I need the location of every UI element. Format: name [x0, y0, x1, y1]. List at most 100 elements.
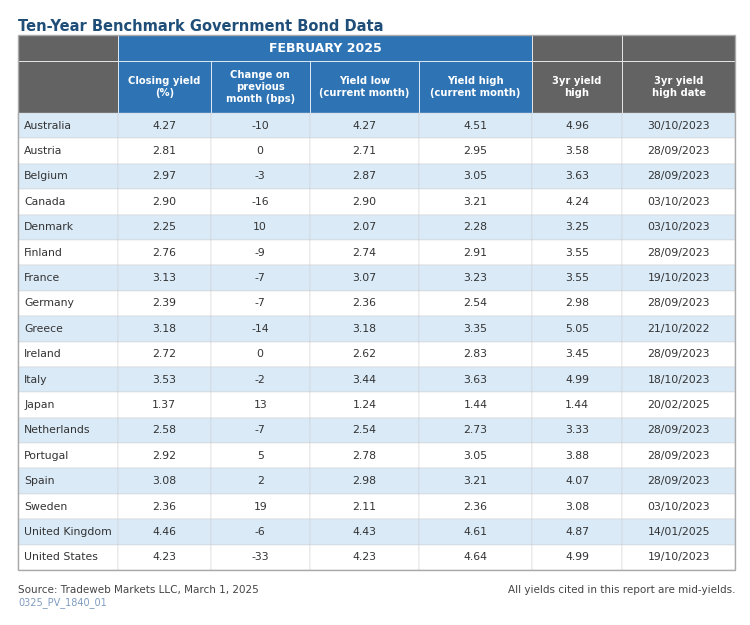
- Bar: [211, 418, 310, 443]
- Bar: [622, 544, 735, 570]
- Text: 3.07: 3.07: [352, 273, 376, 283]
- Bar: [419, 266, 532, 291]
- Text: 4.27: 4.27: [152, 121, 176, 131]
- Bar: [532, 418, 622, 443]
- Bar: [118, 266, 211, 291]
- Text: 4.64: 4.64: [464, 552, 488, 562]
- Text: 03/10/2023: 03/10/2023: [647, 501, 710, 511]
- Text: 14/01/2025: 14/01/2025: [647, 527, 710, 537]
- Text: 1.44: 1.44: [565, 400, 589, 410]
- Bar: [622, 240, 735, 266]
- Bar: [18, 418, 118, 443]
- Bar: [419, 316, 532, 341]
- Text: 2.95: 2.95: [464, 146, 488, 156]
- Bar: [118, 316, 211, 341]
- Text: -2: -2: [255, 374, 266, 384]
- Bar: [211, 138, 310, 164]
- Text: 4.46: 4.46: [152, 527, 176, 537]
- Text: 28/09/2023: 28/09/2023: [647, 349, 710, 359]
- Bar: [118, 494, 211, 519]
- Text: Australia: Australia: [24, 121, 72, 131]
- Text: Austria: Austria: [24, 146, 62, 156]
- Text: 3.63: 3.63: [464, 374, 488, 384]
- Text: 4.61: 4.61: [464, 527, 488, 537]
- Text: 2.25: 2.25: [152, 222, 176, 232]
- Text: Netherlands: Netherlands: [24, 426, 91, 436]
- Bar: [211, 316, 310, 341]
- Bar: [310, 291, 419, 316]
- Bar: [18, 266, 118, 291]
- Text: 3yr yield
high date: 3yr yield high date: [652, 76, 706, 98]
- Text: 2: 2: [256, 476, 263, 486]
- Text: 2.98: 2.98: [565, 298, 589, 308]
- Bar: [622, 35, 735, 61]
- Bar: [419, 519, 532, 544]
- Bar: [310, 494, 419, 519]
- Bar: [622, 367, 735, 392]
- Bar: [622, 469, 735, 494]
- Bar: [622, 138, 735, 164]
- Bar: [310, 443, 419, 469]
- Bar: [532, 291, 622, 316]
- Bar: [532, 519, 622, 544]
- Bar: [18, 214, 118, 240]
- Bar: [310, 544, 419, 570]
- Bar: [532, 189, 622, 214]
- Bar: [419, 240, 532, 266]
- Bar: [211, 164, 310, 189]
- Text: 2.28: 2.28: [464, 222, 488, 232]
- Text: Portugal: Portugal: [24, 451, 69, 461]
- Bar: [419, 341, 532, 367]
- Text: 3.21: 3.21: [464, 197, 488, 207]
- Text: 3.58: 3.58: [565, 146, 589, 156]
- Text: 2.73: 2.73: [464, 426, 488, 436]
- Text: 3.55: 3.55: [565, 248, 589, 258]
- Text: Italy: Italy: [24, 374, 47, 384]
- Bar: [310, 240, 419, 266]
- Bar: [532, 138, 622, 164]
- Text: 4.99: 4.99: [565, 552, 589, 562]
- Text: 3.25: 3.25: [565, 222, 589, 232]
- Bar: [532, 392, 622, 418]
- Bar: [310, 138, 419, 164]
- Text: 3.55: 3.55: [565, 273, 589, 283]
- Text: 2.81: 2.81: [152, 146, 176, 156]
- Text: 2.39: 2.39: [152, 298, 176, 308]
- Text: Denmark: Denmark: [24, 222, 74, 232]
- Text: 1.37: 1.37: [152, 400, 176, 410]
- Text: 10: 10: [254, 222, 267, 232]
- Text: 13: 13: [254, 400, 267, 410]
- Bar: [118, 189, 211, 214]
- Text: 4.51: 4.51: [464, 121, 488, 131]
- Bar: [18, 35, 118, 61]
- Bar: [118, 240, 211, 266]
- Bar: [310, 189, 419, 214]
- Text: 2.90: 2.90: [352, 197, 376, 207]
- Text: 3.33: 3.33: [565, 426, 589, 436]
- Bar: [532, 443, 622, 469]
- Text: 3.53: 3.53: [152, 374, 176, 384]
- Text: FEBRUARY 2025: FEBRUARY 2025: [268, 41, 381, 54]
- Bar: [310, 164, 419, 189]
- Text: 2.72: 2.72: [152, 349, 176, 359]
- Bar: [118, 519, 211, 544]
- Bar: [118, 291, 211, 316]
- Bar: [211, 61, 310, 113]
- Bar: [211, 266, 310, 291]
- Bar: [118, 544, 211, 570]
- Text: -6: -6: [255, 527, 266, 537]
- Text: 21/10/2022: 21/10/2022: [647, 324, 710, 334]
- Text: 3.18: 3.18: [152, 324, 176, 334]
- Text: 3.05: 3.05: [464, 451, 488, 461]
- Bar: [211, 392, 310, 418]
- Bar: [211, 189, 310, 214]
- Bar: [622, 266, 735, 291]
- Bar: [18, 113, 118, 138]
- Text: 3.88: 3.88: [565, 451, 589, 461]
- Bar: [211, 291, 310, 316]
- Bar: [622, 316, 735, 341]
- Text: Japan: Japan: [24, 400, 54, 410]
- Text: 19: 19: [254, 501, 267, 511]
- Bar: [310, 113, 419, 138]
- Text: 28/09/2023: 28/09/2023: [647, 426, 710, 436]
